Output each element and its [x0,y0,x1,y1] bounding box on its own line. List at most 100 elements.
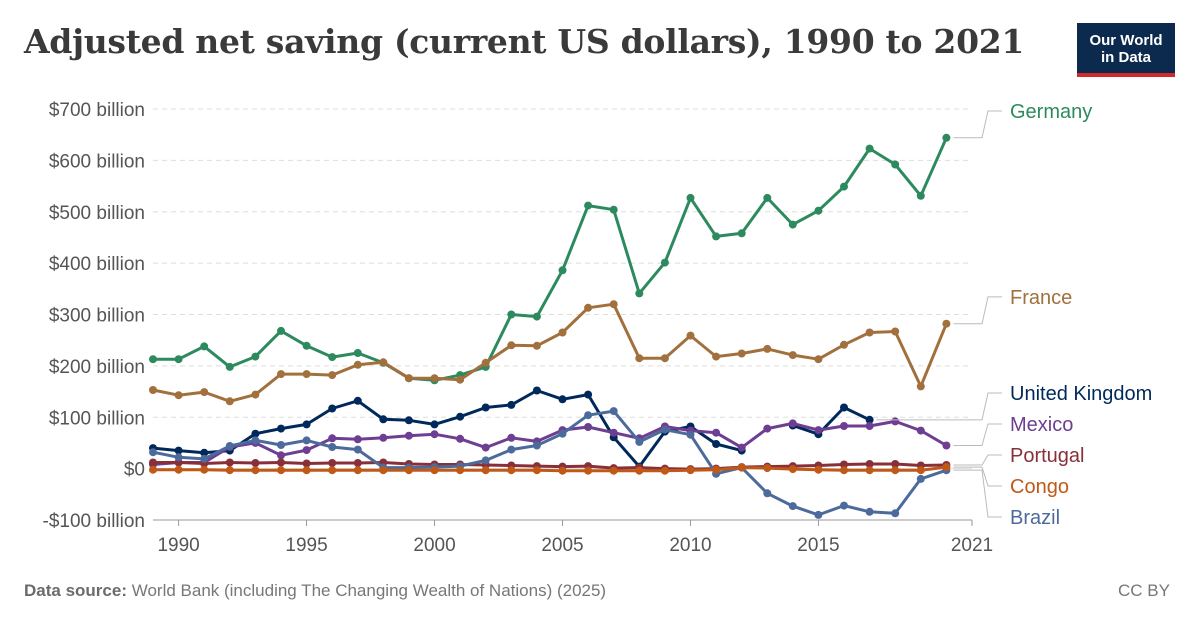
data-point-mexico[interactable] [277,451,285,460]
data-point-united-kingdom[interactable] [174,446,183,455]
data-point-congo[interactable] [635,466,644,475]
data-point-france[interactable] [149,386,157,394]
legend-label-france[interactable]: France [1010,287,1072,309]
data-point-germany[interactable] [814,206,823,215]
data-point-mexico[interactable] [481,443,490,452]
series-congo[interactable] [149,463,951,475]
data-point-france[interactable] [763,344,772,353]
data-point-congo[interactable] [430,466,439,475]
data-point-mexico[interactable] [737,443,746,452]
data-point-portugal[interactable] [251,459,260,467]
data-point-portugal[interactable] [353,459,362,467]
data-point-france[interactable] [609,300,618,309]
data-point-france[interactable] [635,354,644,363]
data-point-congo[interactable] [353,466,362,475]
series-germany[interactable] [149,133,951,385]
data-point-congo[interactable] [456,466,465,475]
series-brazil[interactable] [149,407,951,519]
legend-label-brazil[interactable]: Brazil [1010,507,1060,529]
data-point-mexico[interactable] [379,433,388,442]
data-point-brazil[interactable] [584,411,593,420]
data-point-brazil[interactable] [916,474,925,483]
data-point-congo[interactable] [660,466,669,475]
data-point-mexico[interactable] [456,434,465,443]
data-point-portugal[interactable] [149,458,157,467]
data-point-germany[interactable] [840,182,848,191]
data-point-brazil[interactable] [481,456,490,465]
data-point-germany[interactable] [149,355,157,364]
data-point-united-kingdom[interactable] [481,403,490,412]
owid-logo[interactable]: Our World in Data [1077,23,1175,77]
data-point-mexico[interactable] [353,435,362,444]
data-point-brazil[interactable] [814,510,823,519]
legend-label-mexico[interactable]: Mexico [1010,414,1073,436]
data-point-brazil[interactable] [328,443,337,451]
data-point-portugal[interactable] [840,460,848,469]
data-point-germany[interactable] [763,193,772,202]
data-point-mexico[interactable] [891,417,900,426]
series-line-france[interactable] [151,302,948,403]
data-point-germany[interactable] [507,310,516,319]
data-point-mexico[interactable] [302,446,311,455]
series-line-united-kingdom[interactable] [151,389,872,469]
data-point-france[interactable] [686,331,695,340]
data-point-germany[interactable] [635,289,644,298]
series-france[interactable] [149,300,951,406]
data-point-united-kingdom[interactable] [328,404,337,413]
data-point-france[interactable] [379,358,388,367]
data-point-germany[interactable] [737,229,746,238]
data-point-congo[interactable] [251,466,260,475]
data-point-united-kingdom[interactable] [302,420,311,429]
data-point-germany[interactable] [225,362,234,371]
data-point-germany[interactable] [174,355,183,364]
data-point-germany[interactable] [251,352,260,361]
data-point-congo[interactable] [404,466,413,475]
data-point-congo[interactable] [507,466,516,475]
data-point-congo[interactable] [916,466,925,475]
data-point-brazil[interactable] [840,501,848,510]
legend-label-congo[interactable]: Congo [1010,476,1069,498]
data-point-brazil[interactable] [635,437,644,446]
data-point-france[interactable] [660,354,669,363]
data-point-brazil[interactable] [891,509,900,518]
data-point-france[interactable] [788,351,797,360]
legend-label-united-kingdom[interactable]: United Kingdom [1010,383,1152,405]
data-point-brazil[interactable] [532,441,541,450]
data-point-portugal[interactable] [865,460,874,468]
legend-label-portugal[interactable]: Portugal [1010,445,1085,467]
data-point-brazil[interactable] [251,436,260,445]
data-point-united-kingdom[interactable] [840,403,848,412]
data-point-france[interactable] [404,374,413,383]
data-point-mexico[interactable] [712,428,721,437]
data-point-germany[interactable] [891,160,900,169]
series-line-brazil[interactable] [151,409,948,517]
data-point-brazil[interactable] [660,425,669,434]
data-point-united-kingdom[interactable] [456,412,465,421]
data-point-congo[interactable] [584,466,593,475]
data-point-congo[interactable] [840,466,848,475]
data-point-brazil[interactable] [558,429,567,438]
data-point-united-kingdom[interactable] [558,395,567,404]
data-point-congo[interactable] [737,463,746,472]
data-point-germany[interactable] [558,266,567,275]
data-point-united-kingdom[interactable] [379,415,388,424]
data-point-congo[interactable] [942,463,951,472]
data-point-mexico[interactable] [404,431,413,440]
data-point-united-kingdom[interactable] [277,424,285,433]
data-point-congo[interactable] [609,466,618,475]
data-point-mexico[interactable] [609,428,618,437]
data-point-united-kingdom[interactable] [200,448,209,457]
data-point-france[interactable] [891,327,900,336]
data-point-brazil[interactable] [149,448,157,457]
data-point-france[interactable] [456,375,465,384]
data-point-congo[interactable] [302,466,311,475]
data-point-france[interactable] [814,355,823,364]
series-line-congo[interactable] [151,465,948,473]
data-point-congo[interactable] [558,466,567,475]
data-point-france[interactable] [712,352,721,361]
data-point-portugal[interactable] [328,459,337,467]
data-point-congo[interactable] [174,465,183,474]
data-point-france[interactable] [251,390,260,399]
data-point-germany[interactable] [686,193,695,202]
data-point-brazil[interactable] [788,502,797,511]
